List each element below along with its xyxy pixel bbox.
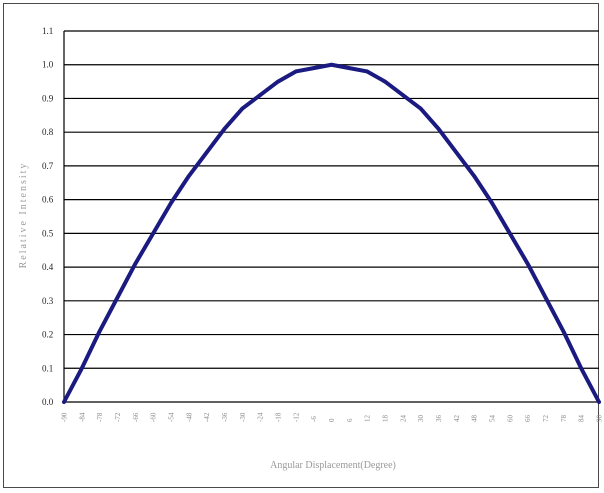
x-tick-label: -84 [78,412,86,422]
x-tick-label: 48 [471,415,479,423]
data-point [579,366,583,371]
x-tick-label: 12 [364,415,372,423]
data-point [561,329,566,333]
x-tick-label: -60 [150,412,158,422]
x-tick-label: 36 [435,415,443,423]
data-point [294,69,298,74]
y-tick-label: 0.8 [42,127,54,137]
data-point [187,174,191,178]
y-tick-label: 0.7 [42,161,54,171]
data-point [436,127,441,131]
x-tick-label: -42 [203,412,211,422]
y-tick-label: 0.4 [42,262,54,272]
y-tick-label: 0.1 [42,363,53,373]
series-group [62,62,601,404]
x-tick-label: 84 [578,415,586,423]
x-tick-label: -18 [275,412,283,422]
y-axis-label: Relative Intensity [18,162,29,269]
x-tick-label: 90 [596,415,604,423]
x-tick-label: 0 [328,418,336,422]
x-tick-label: 30 [417,415,425,423]
data-point [543,295,548,300]
chart-frame [3,3,599,488]
x-tick-label: 78 [560,415,568,423]
data-point [62,400,66,404]
x-tick-label: -12 [292,412,300,422]
data-point [311,66,316,70]
data-point [472,174,476,178]
x-tick-label: -90 [61,412,69,422]
data-point [508,231,512,236]
data-point [115,295,120,300]
x-tick-label: -78 [96,412,104,422]
y-tick-label: 0.9 [42,93,54,103]
data-point [240,106,245,111]
x-tick-label: -72 [114,412,122,422]
x-tick-label: 42 [453,415,461,423]
data-point [365,69,369,74]
data-point [329,62,334,67]
data-point [347,66,352,70]
data-point [258,93,262,97]
data-point [204,150,209,155]
data-point [401,93,405,97]
y-tick-label: 0.0 [42,397,54,407]
x-tick-label: -36 [221,412,229,422]
x-tick-label: 72 [542,415,550,423]
data-point [418,106,423,111]
x-tick-label: -54 [168,412,176,422]
x-axis-label: Angular Displacement(Degree) [270,460,396,471]
x-tick-label: 54 [489,415,497,423]
data-point [169,201,173,205]
x-tick-label: 6 [346,418,354,422]
grid-lines [63,30,599,403]
data-point [454,150,459,155]
data-point [490,201,494,205]
data-point [97,329,102,333]
x-tick-label: -66 [132,412,140,422]
x-tick-label: 18 [382,415,390,423]
x-tick-label: 24 [399,415,407,423]
data-point [133,261,138,266]
data-point [525,261,530,266]
y-tick-label: 1.0 [42,60,54,70]
y-tick-labels: 0.0 0.1 0.2 0.3 0.4 0.5 0.6 0.7 0.8 0.9 1.0 1.1 [42,26,54,407]
x-tick-label: -30 [239,412,247,422]
data-point [151,231,155,236]
data-point [276,79,280,84]
data-point [597,400,601,404]
data-point [383,79,387,84]
x-tick-label: 66 [524,415,532,423]
x-tick-labels: -90 -84 -78 -72 -66 -60 -54 -48 -42 -36 -30 -24 -18-… [61,412,604,422]
x-tick-label: -6 [310,416,318,422]
y-tick-label: 0.6 [42,195,54,205]
y-tick-label: 1.1 [42,26,53,36]
y-tick-label: 0.2 [42,330,53,340]
data-point [222,127,227,131]
y-tick-label: 0.5 [42,228,54,238]
data-point [80,366,84,371]
y-tick-label: 0.3 [42,296,54,306]
x-tick-label: -24 [257,412,265,422]
x-tick-label: -48 [185,412,193,422]
x-tick-label: 60 [506,415,514,423]
